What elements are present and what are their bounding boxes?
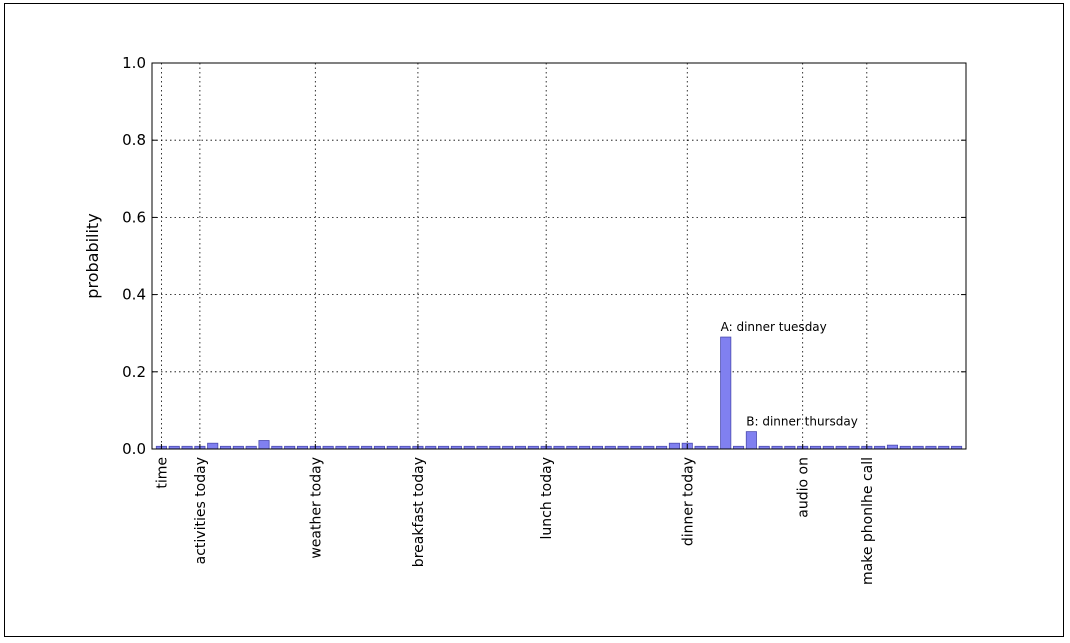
bar: [886, 444, 898, 450]
plot-area-frame: [151, 62, 967, 450]
grid-lines: [152, 63, 966, 449]
x-category-label: weather today: [308, 457, 324, 559]
y-tick-label: 0.6: [122, 208, 146, 226]
bars: [155, 336, 963, 450]
x-category-label: dinner today: [680, 457, 696, 546]
bar: [668, 442, 680, 450]
bar-annotation: B: dinner thursday: [746, 415, 858, 429]
bar: [258, 440, 270, 450]
y-tick-label: 0.4: [122, 286, 146, 304]
annotations: A: dinner tuesday B: dinner thursday: [721, 320, 858, 429]
x-category-label: time: [154, 457, 170, 489]
bar: [745, 431, 757, 450]
y-tick-label: 0.8: [122, 131, 146, 149]
y-axis-label: probability: [83, 213, 102, 298]
y-tick-label: 0.2: [122, 363, 146, 381]
x-category-label: breakfast today: [411, 457, 427, 567]
y-tick-label: 0.0: [122, 440, 146, 458]
x-axis-ticks: time activities today weather today breakfa…: [154, 444, 876, 585]
figure-frame: [4, 3, 1064, 637]
x-category-label: audio on: [796, 457, 812, 518]
x-category-label: lunch today: [539, 457, 555, 539]
bar-annotation: A: dinner tuesday: [721, 320, 827, 334]
y-tick-label: 1.0: [122, 54, 146, 72]
x-category-label: make phonlhe call: [860, 457, 876, 585]
bar: [720, 336, 732, 450]
x-category-label: activities today: [193, 457, 209, 564]
bar: [207, 442, 219, 450]
y-axis-ticks: 0.0 0.2 0.4 0.6 0.8 1.0: [122, 54, 966, 458]
